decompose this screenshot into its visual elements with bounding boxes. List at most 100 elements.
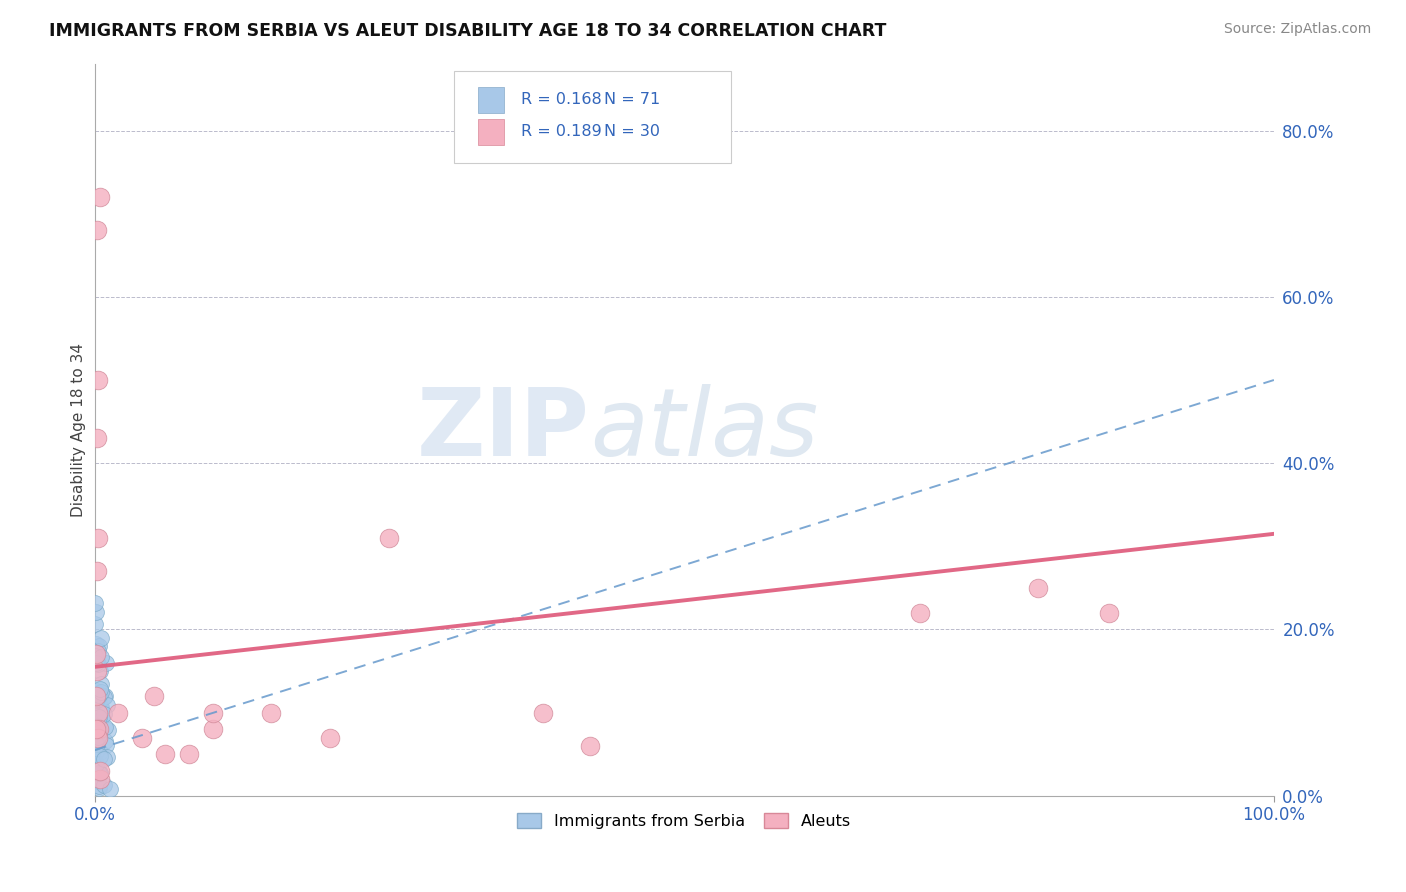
Point (87, 531, 110, 545)
Text: N = 30: N = 30 (605, 124, 659, 139)
Point (89, 780, 111, 795)
Text: Source: ZipAtlas.com: Source: ZipAtlas.com (1223, 22, 1371, 37)
Point (86, 738, 108, 752)
Point (89, 772, 111, 786)
Point (89, 765, 111, 780)
Point (90, 650, 112, 665)
Point (96, 698, 118, 712)
Point (83, 596, 105, 610)
Point (89, 190, 111, 204)
Legend: Immigrants from Serbia, Aleuts: Immigrants from Serbia, Aleuts (510, 807, 858, 835)
Y-axis label: Disability Age 18 to 34: Disability Age 18 to 34 (72, 343, 86, 516)
Point (87, 730, 110, 744)
Point (86, 728, 108, 742)
Point (86, 766, 108, 780)
Point (98, 782, 121, 797)
Point (86, 564, 108, 578)
Point (94, 734, 117, 748)
Point (86, 431, 108, 445)
Point (94, 689, 117, 703)
Point (96, 749, 118, 764)
Point (89, 699, 111, 714)
Point (96, 738, 118, 752)
Point (107, 706, 129, 720)
Point (93, 707, 115, 722)
Point (86, 710, 108, 724)
Point (90, 711, 112, 725)
Point (260, 706, 283, 720)
Point (89, 723, 111, 737)
Point (86, 706, 108, 720)
Point (579, 739, 602, 753)
Point (87, 726, 110, 740)
Point (531, 706, 554, 720)
Point (89, 639, 111, 653)
Point (90, 631, 112, 645)
Point (201, 723, 224, 737)
Point (84, 637, 107, 651)
Point (378, 531, 401, 545)
Point (86, 692, 108, 706)
Point (93, 778, 115, 792)
FancyBboxPatch shape (478, 119, 503, 145)
Point (155, 747, 177, 761)
Point (86, 719, 108, 733)
Point (87, 742, 110, 756)
Point (84, 657, 107, 671)
Point (89, 749, 111, 764)
Point (86, 746, 108, 760)
Point (86, 688, 108, 702)
FancyBboxPatch shape (478, 87, 503, 113)
Point (89, 764, 111, 778)
Point (142, 689, 165, 703)
Point (86, 223, 108, 237)
Text: IMMIGRANTS FROM SERBIA VS ALEUT DISABILITY AGE 18 TO 34 CORRELATION CHART: IMMIGRANTS FROM SERBIA VS ALEUT DISABILI… (49, 22, 887, 40)
Point (84, 723, 107, 737)
Point (84, 684, 107, 698)
Point (89, 728, 111, 742)
Point (84, 723, 107, 737)
Point (89, 689, 111, 703)
Point (177, 747, 200, 761)
Point (94, 656, 117, 670)
Point (1098, 606, 1121, 620)
Point (90, 685, 112, 699)
Point (86, 664, 108, 678)
Point (86, 774, 108, 789)
Point (87, 657, 110, 672)
Point (87, 644, 110, 658)
Point (87, 731, 110, 745)
Point (84, 689, 107, 703)
Point (89, 723, 111, 738)
Point (97, 723, 120, 738)
Point (87, 779, 110, 793)
Point (86, 704, 108, 718)
Point (86, 709, 108, 723)
Text: atlas: atlas (591, 384, 818, 475)
Point (87, 706, 110, 720)
Point (90, 699, 112, 714)
Point (86, 723, 108, 738)
Point (84, 731, 107, 746)
FancyBboxPatch shape (454, 71, 731, 163)
Point (84, 606, 107, 620)
Text: ZIP: ZIP (418, 384, 591, 476)
Point (93, 752, 115, 766)
Point (89, 665, 111, 679)
Point (83, 727, 105, 741)
Point (1026, 581, 1049, 595)
Point (131, 731, 153, 745)
Point (908, 606, 931, 620)
Text: R = 0.168: R = 0.168 (522, 93, 602, 107)
Point (84, 617, 107, 632)
Point (89, 682, 111, 697)
Point (89, 745, 111, 759)
Point (86, 733, 108, 747)
Point (319, 731, 342, 745)
Point (84, 648, 107, 662)
Point (201, 706, 224, 720)
Point (89, 688, 111, 702)
Point (90, 677, 112, 691)
Point (89, 723, 111, 737)
Point (87, 719, 110, 733)
